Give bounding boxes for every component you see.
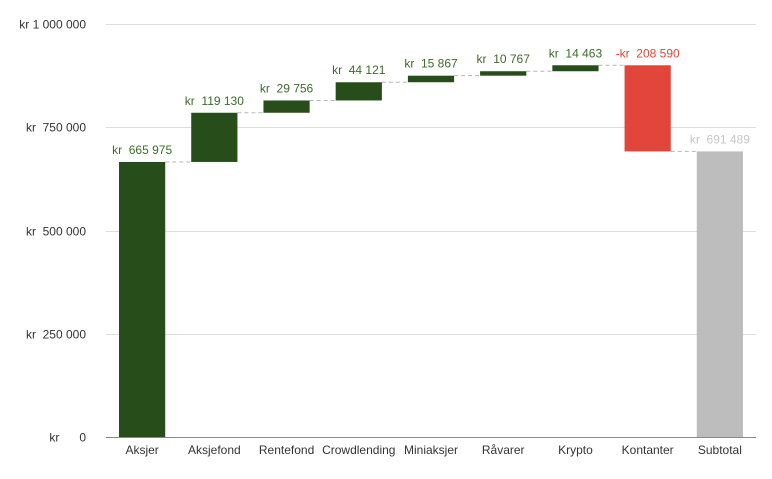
data-label: kr 691 489	[690, 132, 750, 146]
x-tick-label: Subtotal	[698, 443, 742, 457]
bar-aksjer	[119, 161, 166, 437]
bars	[119, 65, 743, 437]
y-tick-label: kr 1 000 000	[19, 18, 86, 32]
bar-crowdlending	[335, 82, 382, 101]
x-tick-label: Aksjefond	[188, 443, 241, 457]
data-labels: kr 665 975 kr 119 130 kr 29 756 kr 44 121 kr…	[112, 46, 750, 157]
bar-miniaksjer	[407, 75, 455, 83]
data-label: kr 29 756	[260, 81, 314, 95]
bar-rentefond	[263, 100, 310, 113]
bar-krypto	[552, 65, 599, 72]
data-label: kr 44 121	[332, 63, 386, 77]
y-tick-label: kr 500 000	[26, 225, 86, 239]
y-tick-label: kr 250 000	[26, 328, 86, 342]
x-tick-label: Aksjer	[125, 443, 158, 457]
data-label: kr 119 130	[185, 94, 244, 108]
data-label: kr 10 767	[477, 52, 531, 66]
x-tick-label: Rentefond	[259, 443, 314, 457]
data-label: kr 15 867	[404, 57, 458, 71]
data-label: kr 14 463	[549, 46, 603, 60]
x-tick-label: Crowdlending	[322, 443, 395, 457]
x-tick-label: Miniaksjer	[404, 443, 458, 457]
bar-kontanter	[624, 65, 671, 152]
x-tick-label: Kontanter	[622, 443, 674, 457]
y-tick-label: kr 750 000	[26, 121, 86, 135]
bar-råvarer	[480, 71, 527, 76]
bar-aksjefond	[191, 112, 238, 162]
connectors	[165, 64, 697, 163]
data-label: kr 665 975	[112, 143, 172, 157]
y-axis-ticks: kr 0 kr 250 000 kr 500 000 kr 750 000 kr 1 0…	[19, 18, 86, 445]
x-tick-label: Råvarer	[482, 443, 525, 457]
data-label: -kr 208 590	[616, 46, 680, 60]
x-tick-label: Krypto	[558, 443, 593, 457]
bar-subtotal	[696, 151, 743, 437]
y-tick-label: kr 0	[49, 431, 86, 445]
x-axis-ticks: Aksjer Aksjefond Rentefond Crowdlending Mini…	[125, 443, 741, 457]
